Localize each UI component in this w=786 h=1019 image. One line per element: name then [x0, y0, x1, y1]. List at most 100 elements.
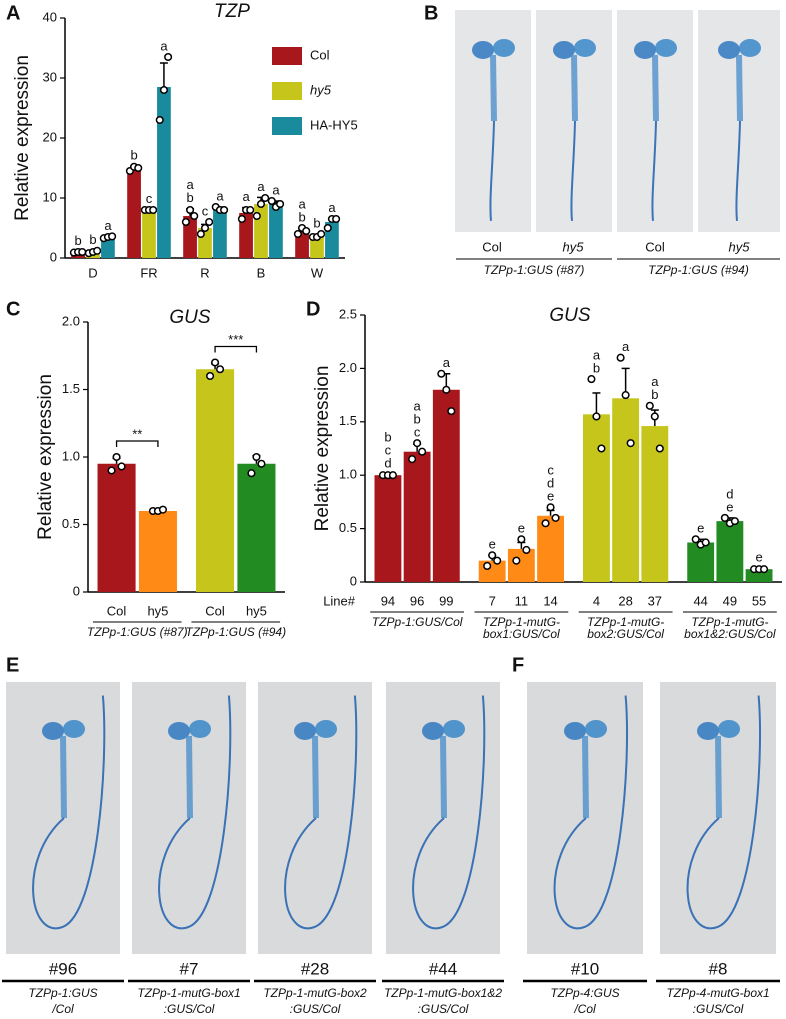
data-point: [252, 452, 261, 462]
data-point: [493, 556, 502, 565]
data-point: [701, 538, 710, 547]
y-tick-label: 1.5: [339, 413, 357, 428]
group-label: TZPp-1-mutG-: [691, 615, 768, 629]
panel-label: D: [306, 298, 320, 320]
root: [284, 695, 358, 930]
cotyledon: [294, 721, 316, 740]
bar: [269, 204, 283, 258]
root: [686, 695, 761, 930]
significance-letter: b: [651, 387, 658, 402]
x-tick-label: 55: [752, 593, 766, 608]
legend-swatch: [272, 117, 302, 135]
chart-title: GUS: [169, 307, 211, 328]
significance-letter: a: [651, 374, 659, 389]
cotyledon: [697, 721, 719, 740]
bar: [239, 213, 253, 258]
cotyledon: [422, 721, 444, 740]
data-point: [302, 226, 311, 236]
group-label: TZPp-1:GUS (#94): [185, 625, 286, 639]
y-tick-label: 0.5: [62, 516, 80, 531]
data-point: [78, 247, 87, 257]
legend-label: Col: [310, 47, 330, 62]
group-label: TZPp-1:GUS (#87): [484, 263, 585, 277]
cotyledon: [553, 40, 575, 59]
data-point: [155, 115, 164, 125]
data-point: [261, 193, 270, 203]
group-label: box1:GUS/Col: [483, 627, 560, 641]
significance-letter: d: [384, 456, 391, 471]
cotyledon: [472, 40, 494, 59]
significance-letter: a: [593, 348, 601, 363]
chart-title: GUS: [549, 305, 591, 326]
significance-letter: a: [443, 355, 451, 370]
legend-swatch: [272, 47, 302, 65]
caption: TZPp-1-mutG-box1&2: [384, 986, 502, 1000]
x-tick-label: W: [311, 265, 324, 280]
caption: :GUS/Col: [418, 1002, 469, 1016]
y-axis-label: Relative expression: [35, 374, 56, 540]
caption: :GUS/Col: [290, 1002, 341, 1016]
cotyledon: [585, 719, 607, 738]
data-point: [442, 385, 451, 394]
x-tick-label: 96: [410, 593, 424, 608]
data-point: [655, 444, 664, 453]
data-point: [597, 444, 606, 453]
cotyledon: [655, 38, 677, 57]
root: [570, 120, 576, 221]
group-label: TZPp-1-mutG-: [587, 615, 664, 629]
data-point: [323, 223, 332, 233]
x-tick-label: FR: [140, 265, 157, 280]
x-tick-label: 11: [515, 593, 529, 608]
hypocotyl: [715, 735, 722, 819]
group-label: TZPp-1:GUS/Col: [372, 615, 463, 629]
genotype-label: hy5: [729, 239, 751, 254]
significance-letter: c: [385, 443, 392, 458]
significance-letter: a: [328, 200, 336, 215]
cotyledon: [493, 38, 515, 57]
bar: [432, 389, 460, 582]
root: [158, 695, 232, 930]
legend-label: hy5: [310, 82, 332, 97]
data-point: [645, 401, 654, 410]
data-point: [760, 565, 769, 574]
y-tick-label: 10: [43, 189, 57, 204]
significance-letter: e: [489, 537, 496, 552]
group-label: TZPp-1:GUS (#94): [648, 263, 749, 277]
line-number: #10: [571, 959, 599, 978]
cotyledon: [189, 719, 211, 738]
x-tick-label: 7: [489, 593, 496, 608]
x-tick-label: D: [88, 265, 97, 280]
caption: TZPp-4:GUS: [550, 986, 619, 1000]
legend-swatch: [272, 82, 302, 100]
bar: [716, 521, 744, 582]
data-point: [134, 163, 143, 173]
x-axis-label: Line#: [323, 593, 356, 608]
data-point: [720, 513, 729, 522]
cotyledon: [42, 721, 64, 740]
significance-letter: c: [414, 425, 421, 440]
significance-letter: b: [414, 412, 421, 427]
x-tick-label: hy5: [246, 603, 267, 618]
hypocotyl: [186, 735, 193, 819]
significance-letter: e: [697, 521, 704, 536]
caption: TZPp-1-mutG-box2: [263, 986, 367, 1000]
data-point: [196, 229, 205, 239]
cotyledon: [168, 721, 190, 740]
cotyledon: [739, 38, 761, 57]
y-tick-label: 1.0: [339, 467, 357, 482]
bar: [101, 237, 115, 258]
bar: [157, 87, 171, 258]
root: [32, 695, 106, 930]
data-point: [437, 369, 446, 378]
data-point: [216, 365, 225, 374]
y-tick-label: 1.5: [62, 381, 80, 396]
y-tick-label: 0: [50, 249, 57, 264]
cotyledon: [443, 719, 465, 738]
data-point: [413, 439, 422, 448]
data-point: [246, 205, 255, 215]
data-point: [237, 214, 246, 224]
bar: [213, 210, 227, 258]
genotype-label: Col: [645, 239, 665, 254]
y-tick-label: 2.5: [339, 306, 357, 321]
line-number: #44: [429, 959, 457, 978]
